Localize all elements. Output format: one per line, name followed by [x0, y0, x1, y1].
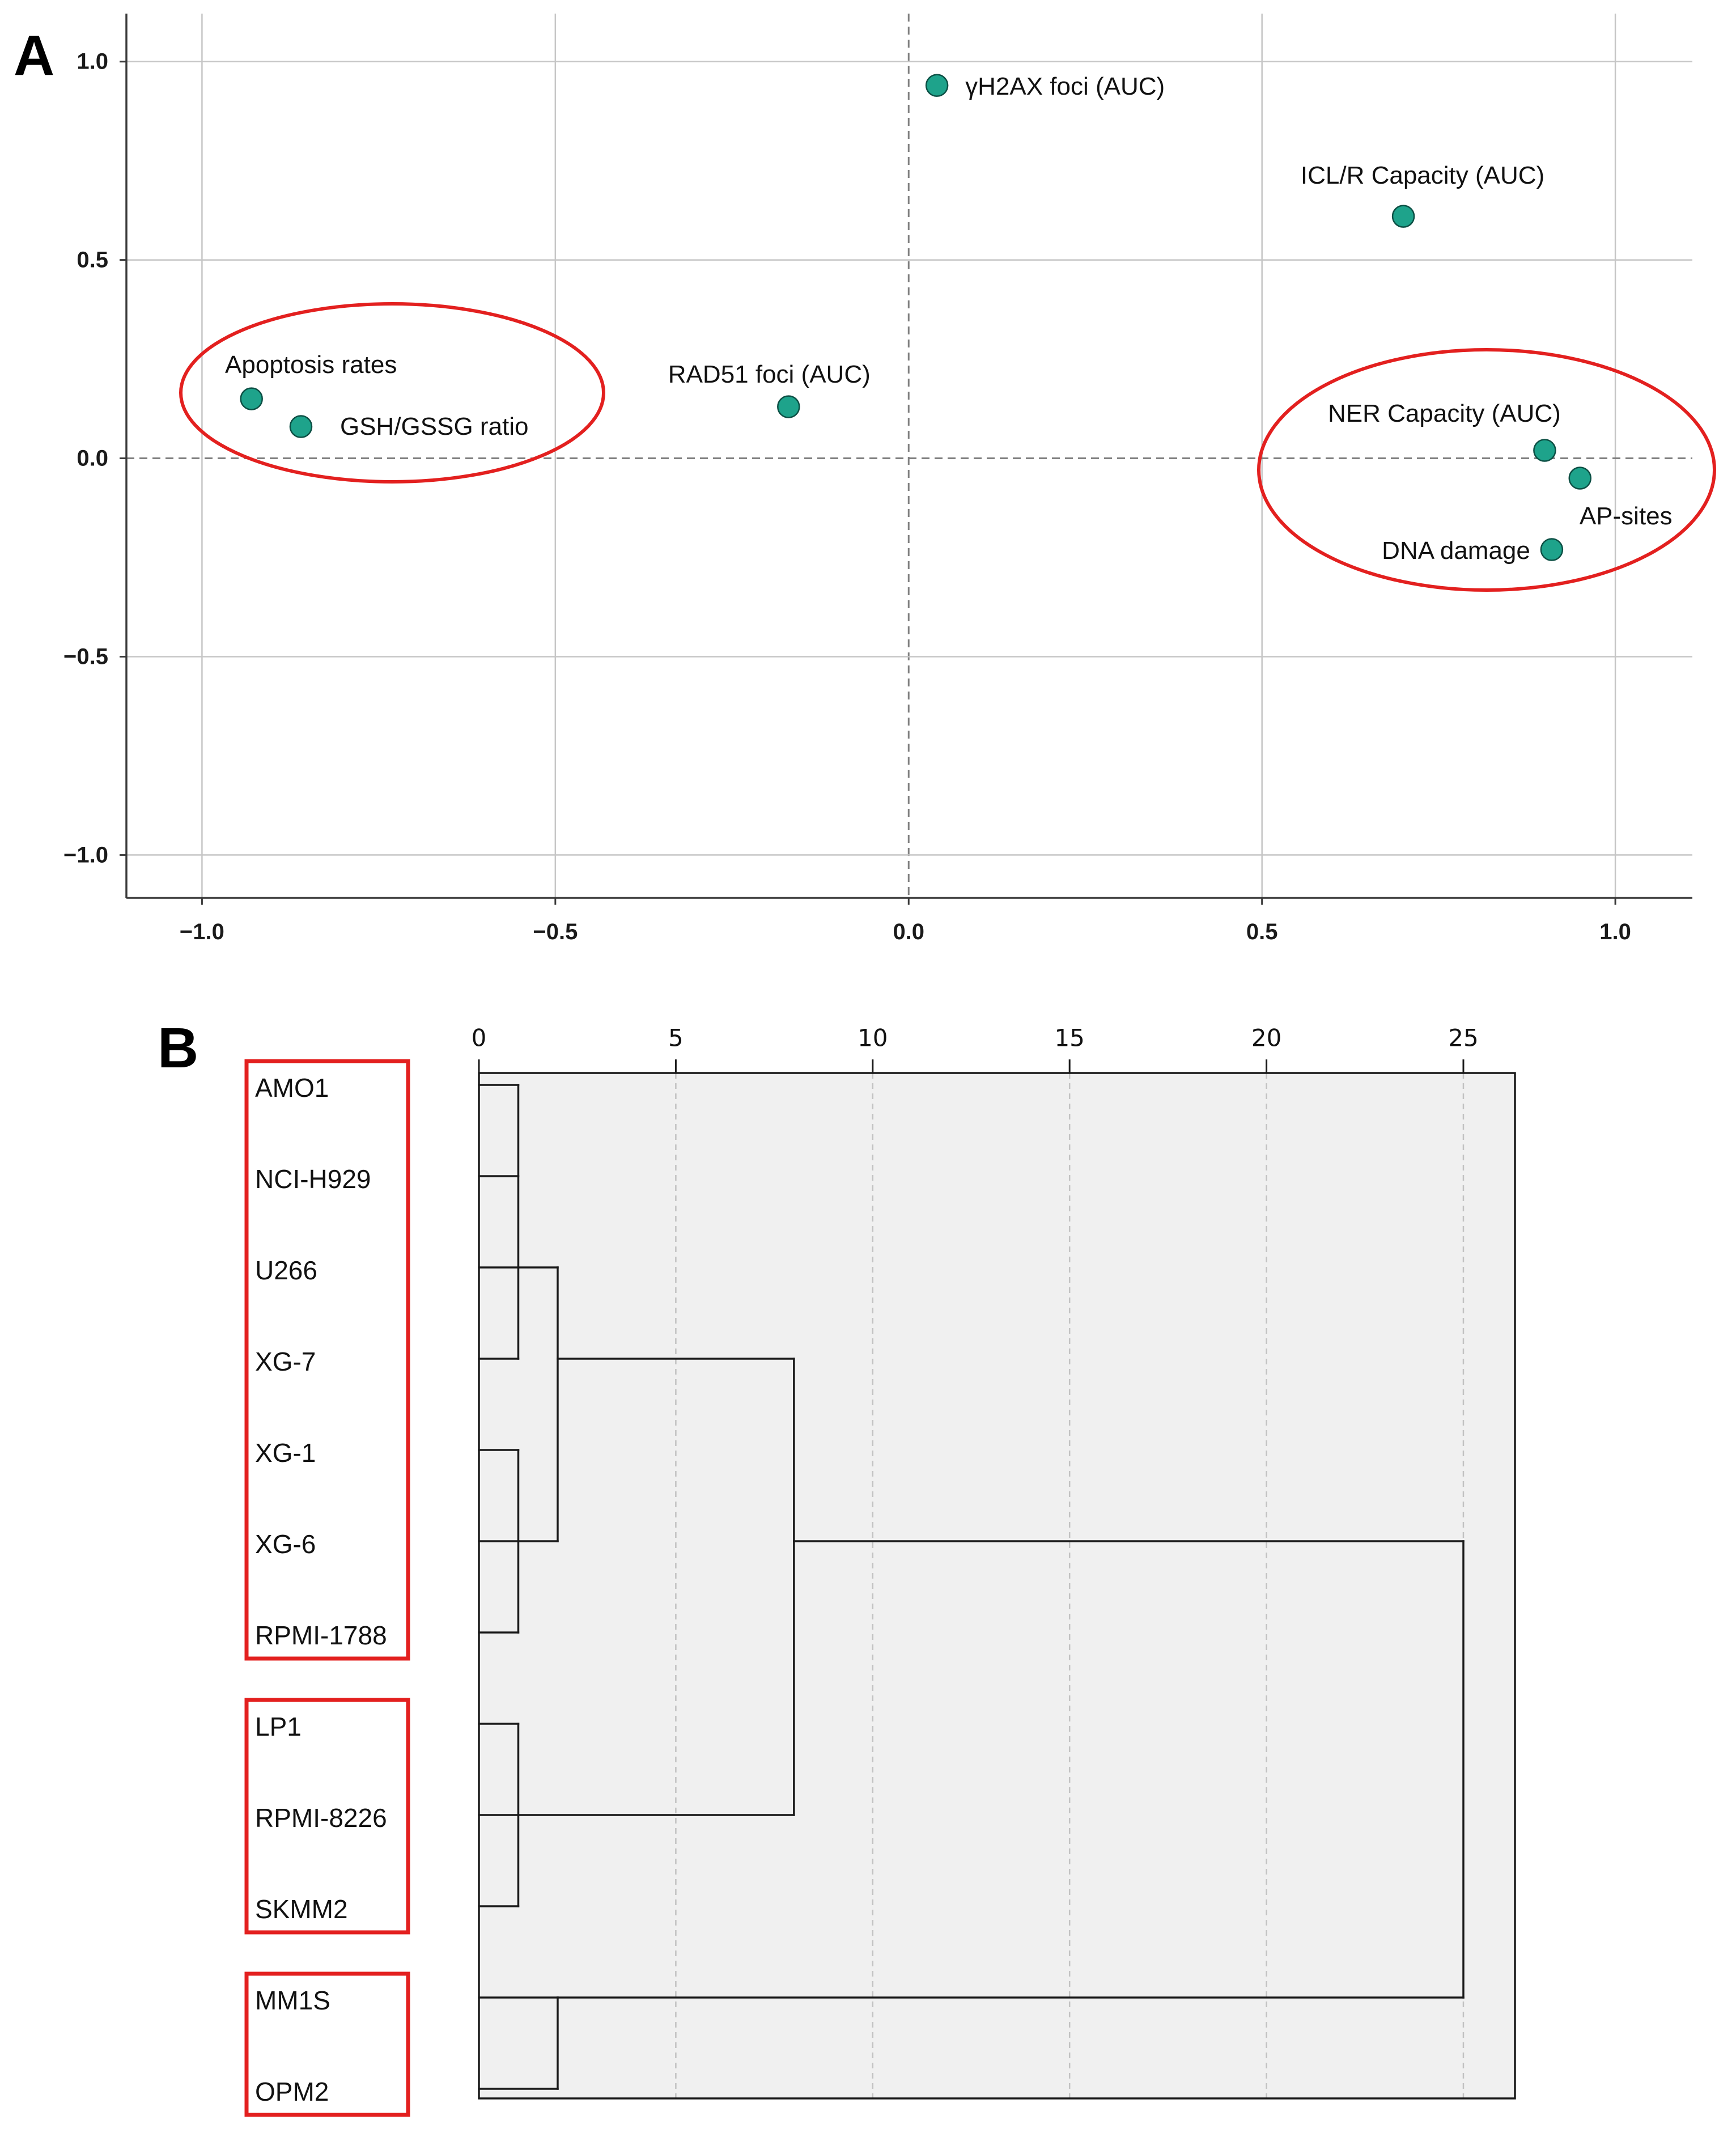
- distance-tick-label: 5: [668, 1024, 684, 1052]
- scatter-point: [289, 415, 313, 438]
- leaf-label: RPMI-8226: [255, 1803, 387, 1833]
- scatter-point: [240, 387, 263, 410]
- panel-b-dendrogram: 0 5 10 15 20 25 AMO1 NCI-H929 U266 XG-7 XG-1 XG-6 RP…: [244, 1024, 1516, 2117]
- leaf-label: MM1S: [255, 1986, 330, 2015]
- y-tick-label: 1.0: [77, 49, 108, 74]
- leaf-label: LP1: [255, 1712, 302, 1741]
- point-label: γH2AX foci (AUC): [965, 73, 1165, 100]
- point-label: Apoptosis rates: [225, 351, 397, 379]
- leaf-label: SKMM2: [255, 1894, 348, 1924]
- leaf-label: RPMI-1788: [255, 1621, 387, 1650]
- highlight-ellipse: [179, 302, 605, 484]
- x-tick-label: −1.0: [180, 919, 224, 944]
- dendrogram-plot-area: [479, 1073, 1515, 2098]
- distance-tick-label: 25: [1448, 1024, 1478, 1052]
- y-tick-label: 0.0: [77, 446, 108, 471]
- dendrogram-branches: [478, 1084, 1465, 2090]
- panel-a-label: A: [14, 24, 54, 87]
- point-label: RAD51 foci (AUC): [668, 361, 871, 388]
- scatter-point: [1533, 439, 1556, 462]
- leaf-label: OPM2: [255, 2077, 329, 2106]
- scatter-point: [1540, 538, 1564, 561]
- distance-tick-label: 20: [1251, 1024, 1281, 1052]
- scatter-point: [925, 74, 949, 97]
- x-tick-label: 0.0: [893, 919, 924, 944]
- dendrogram-frame: [478, 1072, 1516, 2100]
- x-tick-label: 1.0: [1599, 919, 1631, 944]
- cluster-group-box: [244, 1698, 410, 1935]
- point-label: DNA damage: [1382, 537, 1530, 565]
- leaf-label: XG-1: [255, 1438, 316, 1468]
- distance-tick-label: 15: [1054, 1024, 1084, 1052]
- x-tick-label: 0.5: [1246, 919, 1278, 944]
- scatter-points: γH2AX foci (AUC) ICL/R Capacity (AUC) Apop…: [225, 73, 1673, 565]
- y-tick-label: 0.5: [77, 248, 108, 273]
- leaf-labels: AMO1 NCI-H929 U266 XG-7 XG-1 XG-6 RPMI-1788 LP1…: [255, 1073, 387, 2106]
- leaf-label: U266: [255, 1256, 317, 1285]
- scatter-point: [1568, 467, 1592, 490]
- point-label: AP-sites: [1580, 502, 1673, 530]
- distance-tick-label: 10: [858, 1024, 888, 1052]
- scatter-point: [1391, 205, 1415, 228]
- point-label: NER Capacity (AUC): [1328, 400, 1561, 427]
- scatter-point: [777, 395, 800, 418]
- y-tick-label: −1.0: [63, 842, 108, 867]
- panel-b-label: B: [158, 1016, 198, 1080]
- highlight-ellipse: [1257, 348, 1716, 592]
- point-label: ICL/R Capacity (AUC): [1301, 162, 1544, 189]
- leaf-label: NCI-H929: [255, 1164, 371, 1194]
- x-tick-label: −0.5: [533, 919, 578, 944]
- leaf-label: XG-6: [255, 1529, 316, 1559]
- panel-a-loading-plot: −1.0 −0.5 0.0 0.5 1.0 1.0 0.5 0.0 −0.5 −1.0 γH2AX …: [63, 14, 1716, 944]
- gridlines: [126, 14, 1692, 898]
- leaf-label: AMO1: [255, 1073, 329, 1102]
- leaf-label: XG-7: [255, 1347, 316, 1376]
- distance-tick-label: 0: [472, 1024, 487, 1052]
- cluster-group-box: [244, 1059, 410, 1661]
- cluster-group-box: [244, 1971, 410, 2117]
- point-label: GSH/GSSG ratio: [340, 413, 529, 440]
- y-tick-label: −0.5: [63, 644, 108, 669]
